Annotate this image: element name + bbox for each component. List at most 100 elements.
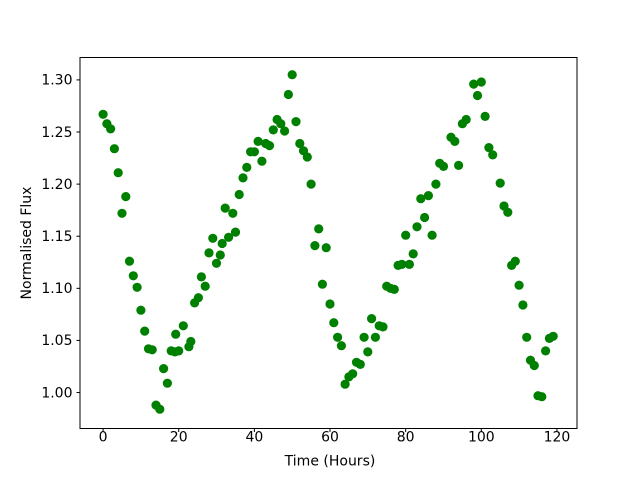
data-point [155, 404, 165, 414]
data-point [541, 346, 551, 356]
y-tick-label: 1.15 [41, 229, 72, 245]
data-point [113, 168, 123, 178]
data-point [280, 126, 290, 136]
data-point [389, 284, 399, 294]
data-point [488, 150, 498, 160]
data-point [314, 224, 324, 234]
data-point [264, 141, 275, 151]
data-point [200, 281, 210, 291]
data-point [242, 162, 252, 172]
data-point [171, 329, 181, 339]
x-tick-label: 0 [99, 430, 108, 446]
data-point [359, 332, 369, 342]
data-point [136, 305, 146, 315]
data-point [295, 138, 305, 149]
data-point [325, 299, 335, 309]
data-point [186, 336, 196, 347]
data-point [121, 192, 131, 202]
data-point [257, 156, 267, 166]
data-point [253, 136, 263, 146]
data-point [217, 238, 227, 249]
data-point [522, 332, 532, 342]
data-point [412, 222, 422, 232]
data-point [276, 119, 286, 129]
data-point [106, 124, 116, 134]
data-point [329, 318, 339, 328]
data-point [230, 227, 241, 237]
y-tick-label: 1.30 [41, 73, 72, 89]
data-point [208, 233, 218, 243]
data-point [503, 207, 513, 217]
x-axis-label: Time (Hours) [284, 454, 376, 470]
data-point [204, 248, 214, 258]
data-point [355, 359, 365, 369]
data-point [310, 241, 320, 251]
data-point [450, 136, 460, 146]
data-point [529, 360, 539, 371]
data-point [348, 369, 358, 379]
data-point [234, 189, 244, 200]
data-point [109, 144, 119, 154]
data-point [333, 332, 343, 342]
data-point [427, 230, 437, 240]
y-axis-ticks: 1.00 1.05 1.10 1.15 1.20 1.25 1.30 [41, 73, 80, 401]
data-point [268, 125, 278, 135]
data-point [215, 250, 225, 260]
data-point [249, 147, 259, 157]
data-point [196, 272, 206, 282]
data-point [178, 321, 188, 331]
y-tick-label: 1.05 [41, 333, 72, 349]
data-point [378, 322, 388, 332]
x-tick-label: 120 [544, 430, 571, 446]
data-point [420, 212, 430, 223]
data-point [367, 314, 377, 324]
x-tick-label: 100 [468, 430, 495, 446]
data-point [431, 179, 441, 189]
data-point [438, 161, 449, 171]
x-tick-label: 80 [397, 430, 415, 446]
data-point [193, 293, 203, 303]
data-point [162, 378, 172, 388]
data-point [220, 203, 230, 213]
data-point [147, 345, 157, 355]
data-point [211, 258, 222, 268]
data-point [416, 194, 426, 204]
data-point [472, 90, 483, 101]
data-point [140, 326, 150, 336]
data-point [469, 79, 479, 89]
x-tick-label: 20 [170, 430, 188, 446]
data-point [548, 331, 558, 341]
data-point [370, 332, 380, 342]
data-point [238, 173, 248, 183]
y-tick-label: 1.25 [41, 125, 72, 141]
data-point [480, 111, 490, 121]
data-point [336, 341, 346, 351]
data-point [514, 280, 524, 290]
data-point [510, 256, 520, 266]
data-point [401, 230, 411, 240]
data-point [321, 243, 331, 253]
data-point [159, 364, 169, 374]
data-point [117, 208, 127, 218]
plot-area [79, 57, 578, 429]
data-point [128, 271, 138, 281]
y-tick-label: 1.20 [41, 177, 72, 193]
data-point [461, 114, 471, 125]
data-point [283, 89, 293, 100]
data-points [98, 70, 558, 414]
data-point [317, 279, 327, 289]
data-point [302, 152, 312, 162]
data-point [363, 347, 373, 357]
x-tick-label: 60 [321, 430, 339, 446]
data-point [132, 282, 142, 292]
data-point [518, 300, 528, 310]
data-point [454, 160, 464, 170]
data-point [476, 77, 486, 87]
y-axis-label: Normalised Flux [19, 187, 35, 300]
data-point [404, 259, 414, 269]
data-point [287, 70, 297, 80]
data-point [98, 109, 108, 119]
data-point [340, 379, 350, 389]
